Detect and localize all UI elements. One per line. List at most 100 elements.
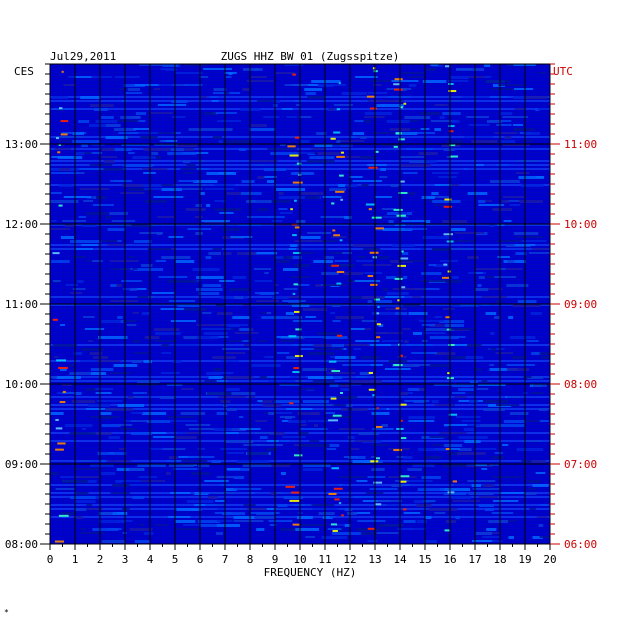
energy-streak bbox=[434, 184, 452, 186]
energy-streak bbox=[464, 440, 481, 443]
energy-streak bbox=[424, 160, 437, 163]
energy-hotspot bbox=[393, 83, 400, 86]
energy-streak bbox=[53, 136, 83, 138]
energy-streak bbox=[179, 184, 207, 186]
energy-streak bbox=[338, 184, 346, 187]
energy-streak bbox=[454, 396, 467, 398]
energy-streak bbox=[483, 408, 505, 411]
energy-streak bbox=[372, 428, 392, 430]
energy-hotspot bbox=[340, 151, 345, 154]
energy-streak bbox=[532, 484, 549, 487]
energy-streak bbox=[195, 232, 203, 235]
energy-streak bbox=[233, 476, 245, 479]
energy-streak bbox=[286, 408, 313, 410]
energy-hotspot bbox=[376, 312, 380, 315]
energy-streak bbox=[72, 288, 86, 290]
energy-streak bbox=[399, 484, 411, 486]
energy-streak bbox=[439, 260, 458, 262]
energy-streak bbox=[352, 460, 374, 463]
energy-streak bbox=[408, 420, 435, 422]
energy-streak bbox=[466, 116, 489, 118]
energy-streak bbox=[513, 96, 526, 99]
energy-streak bbox=[507, 260, 515, 263]
energy-streak bbox=[417, 488, 445, 491]
energy-hotspot bbox=[333, 487, 343, 490]
energy-hotspot bbox=[292, 371, 300, 374]
energy-streak bbox=[402, 252, 409, 255]
energy-streak bbox=[458, 436, 488, 439]
energy-hotspot bbox=[60, 120, 69, 123]
energy-streak bbox=[168, 300, 196, 302]
energy-streak bbox=[155, 260, 167, 262]
energy-streak bbox=[442, 308, 455, 310]
energy-streak bbox=[535, 176, 545, 178]
energy-streak bbox=[225, 440, 254, 443]
energy-streak bbox=[157, 104, 187, 106]
energy-streak bbox=[455, 416, 481, 418]
energy-streak bbox=[279, 212, 293, 214]
energy-streak bbox=[132, 312, 139, 314]
energy-streak bbox=[89, 124, 119, 127]
energy-streak bbox=[337, 140, 365, 142]
energy-streak bbox=[538, 408, 548, 411]
energy-streak bbox=[494, 276, 517, 278]
energy-streak bbox=[108, 436, 120, 439]
energy-streak bbox=[429, 436, 448, 438]
energy-streak bbox=[220, 296, 248, 299]
energy-hotspot bbox=[338, 502, 342, 505]
energy-streak bbox=[486, 120, 503, 123]
energy-streak bbox=[127, 396, 144, 398]
energy-streak bbox=[428, 508, 458, 511]
energy-streak bbox=[367, 300, 373, 303]
energy-streak bbox=[95, 388, 114, 390]
energy-streak bbox=[454, 484, 483, 486]
energy-hotspot bbox=[367, 527, 376, 530]
energy-streak bbox=[276, 188, 306, 191]
right-tick-label: 10:00 bbox=[564, 218, 597, 231]
energy-streak bbox=[275, 412, 292, 414]
energy-streak bbox=[502, 144, 530, 146]
energy-streak bbox=[86, 504, 92, 506]
energy-streak bbox=[514, 108, 525, 110]
energy-streak bbox=[53, 108, 75, 110]
energy-hotspot bbox=[370, 460, 379, 463]
energy-hotspot bbox=[368, 388, 376, 391]
energy-streak bbox=[80, 528, 86, 530]
energy-streak bbox=[286, 116, 297, 118]
energy-streak bbox=[482, 540, 503, 542]
energy-streak bbox=[221, 228, 240, 231]
energy-streak bbox=[93, 108, 108, 111]
energy-streak bbox=[341, 252, 352, 254]
energy-streak bbox=[400, 288, 424, 290]
energy-streak bbox=[205, 256, 212, 259]
energy-streak bbox=[405, 480, 433, 482]
energy-streak bbox=[329, 516, 336, 518]
energy-streak bbox=[360, 136, 367, 139]
energy-streak bbox=[500, 424, 525, 427]
energy-hotspot bbox=[368, 208, 372, 211]
energy-streak bbox=[98, 188, 110, 190]
energy-streak bbox=[203, 68, 232, 70]
energy-streak bbox=[280, 340, 295, 342]
energy-streak bbox=[342, 364, 372, 366]
energy-hotspot bbox=[336, 155, 345, 158]
energy-streak bbox=[404, 116, 431, 119]
energy-streak bbox=[212, 136, 222, 139]
energy-hotspot bbox=[375, 425, 383, 428]
energy-streak bbox=[168, 464, 194, 467]
energy-streak bbox=[50, 472, 59, 475]
energy-hotspot bbox=[339, 174, 344, 177]
energy-streak bbox=[302, 400, 329, 403]
energy-streak bbox=[60, 324, 66, 326]
energy-streak bbox=[318, 512, 335, 515]
energy-streak bbox=[201, 328, 231, 330]
energy-streak bbox=[489, 368, 518, 371]
energy-hotspot bbox=[403, 102, 407, 105]
energy-streak bbox=[523, 392, 528, 394]
energy-streak bbox=[157, 132, 176, 134]
energy-streak bbox=[475, 532, 493, 535]
energy-streak bbox=[188, 128, 215, 131]
energy-streak bbox=[268, 464, 291, 467]
energy-streak bbox=[362, 500, 391, 502]
